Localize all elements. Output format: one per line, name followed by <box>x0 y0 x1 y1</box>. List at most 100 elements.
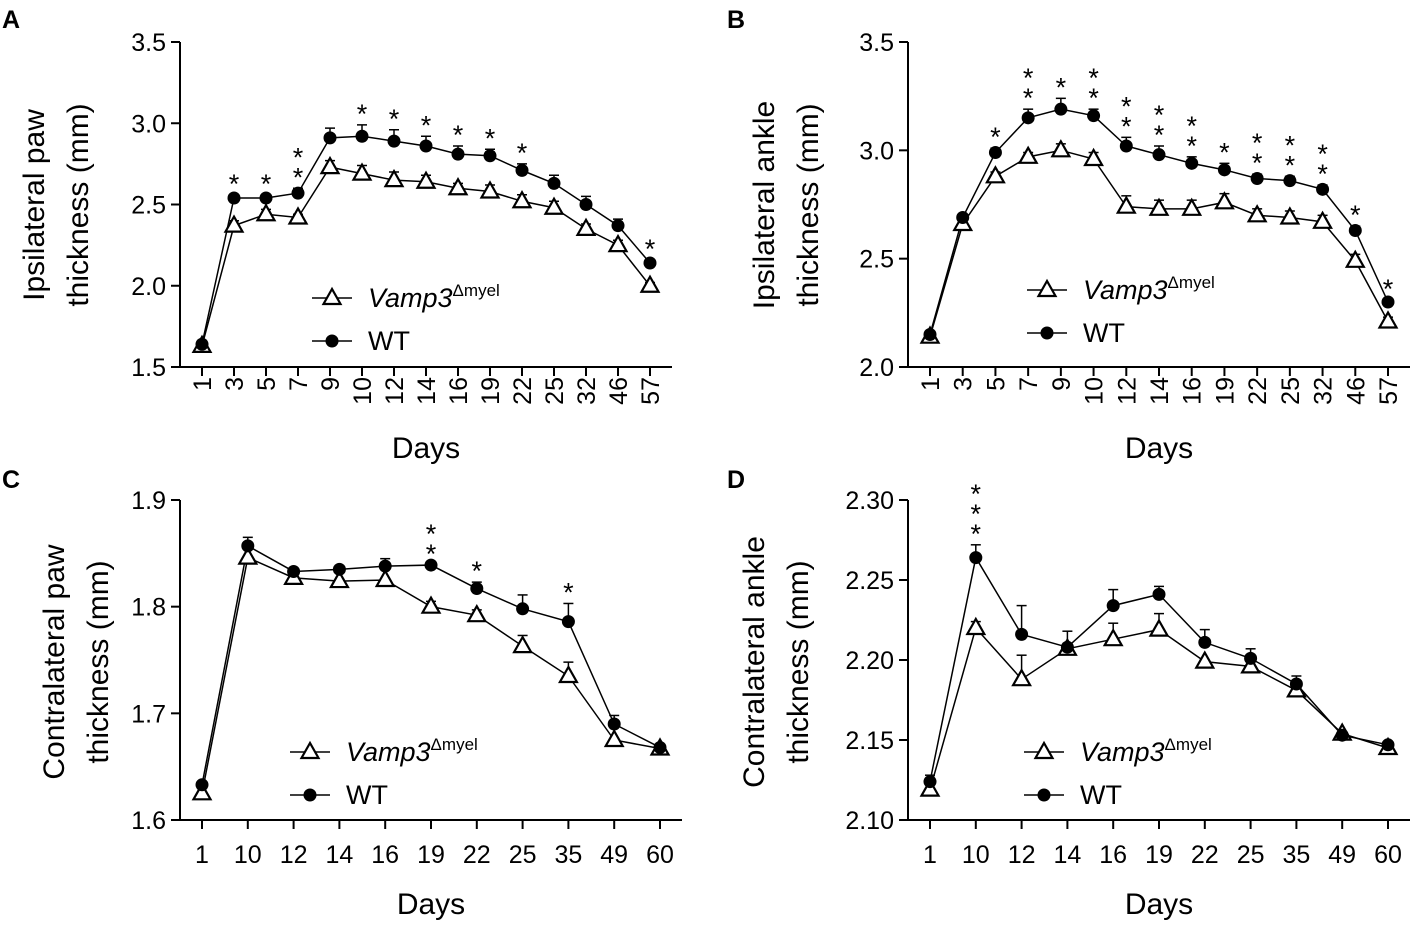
data-point <box>1250 172 1264 185</box>
data-point <box>579 198 593 211</box>
x-axis-label: Days <box>1125 432 1193 465</box>
data-point <box>287 564 301 578</box>
data-point <box>483 149 497 163</box>
significance-star: * <box>357 99 368 129</box>
y-tick-label: 1.7 <box>131 700 166 728</box>
significance-star: * <box>1154 100 1165 130</box>
data-point <box>1083 147 1104 167</box>
significance-star: * <box>1317 139 1328 169</box>
significance-star: * <box>426 519 437 549</box>
x-tick-label: 1 <box>195 841 209 869</box>
data-point <box>387 134 401 148</box>
x-tick-label: 22 <box>1244 377 1272 405</box>
data-point <box>227 191 241 205</box>
panel-d: D 2.10 2.15 2.20 2.25 2.30 1 10 12 14 16 19 22 25 35 49… <box>727 466 1410 921</box>
data-point <box>332 562 346 576</box>
markers-wt <box>195 539 667 792</box>
significance-star: * <box>1350 200 1361 230</box>
markers-wt <box>923 102 1395 341</box>
y-tick-label: 3.0 <box>131 110 166 138</box>
data-point <box>1344 249 1366 268</box>
x-tick-label: 19 <box>1211 377 1239 405</box>
y-tick-label: 1.9 <box>131 487 166 515</box>
x-tick-label: 7 <box>1015 377 1043 391</box>
data-point <box>639 274 661 293</box>
markers-vamp3 <box>191 155 661 353</box>
data-point <box>1152 148 1166 162</box>
data-point <box>516 602 530 616</box>
x-tick-label: 16 <box>371 841 399 869</box>
panel-letter: A <box>2 6 20 34</box>
data-point <box>1312 210 1333 229</box>
markers-vamp3 <box>191 546 671 801</box>
x-tick-label: 1 <box>923 841 937 869</box>
data-point <box>956 211 970 224</box>
x-tick-label: 57 <box>637 377 665 405</box>
data-point <box>969 551 983 565</box>
x-tick-label: 12 <box>381 377 409 405</box>
data-point <box>351 162 373 181</box>
data-point <box>466 603 488 623</box>
significance-star: * <box>1088 83 1099 113</box>
data-point <box>259 191 273 205</box>
data-point <box>378 559 392 573</box>
data-point <box>603 728 625 748</box>
y-tick-label: 2.5 <box>131 192 166 220</box>
x-tick-label: 16 <box>1099 841 1127 869</box>
significance-star: * <box>1186 131 1197 161</box>
legend-marker <box>1037 788 1051 802</box>
series-line <box>201 135 651 345</box>
y-tick-label: 2.0 <box>859 354 894 382</box>
data-point <box>1279 206 1301 225</box>
significance-star: * <box>229 169 240 199</box>
legend-marker <box>1036 278 1058 298</box>
significance-star: * <box>1285 150 1296 180</box>
y-tick-label: 3.5 <box>859 29 894 57</box>
data-point <box>1198 635 1212 649</box>
significance-star: * <box>1317 159 1328 189</box>
x-tick-label: 35 <box>1282 841 1310 869</box>
y-axis-label: thickness (mm) <box>782 560 815 763</box>
markers-wt <box>923 551 1395 789</box>
y-tick-label: 2.10 <box>845 807 894 835</box>
x-tick-label: 10 <box>349 377 377 405</box>
y-tick-label: 2.0 <box>131 273 166 301</box>
data-point <box>1102 627 1124 647</box>
legend: Vamp3Δmyel WT <box>1027 273 1215 348</box>
x-tick-label: 32 <box>1310 377 1338 405</box>
x-tick-label: 60 <box>646 841 674 869</box>
data-point <box>287 206 309 225</box>
significance-star: * <box>421 110 432 140</box>
legend-marker <box>1040 326 1054 340</box>
y-axis-label: Contralateral paw <box>38 544 71 779</box>
x-tick-label: 22 <box>1191 841 1219 869</box>
x-tick-label: 49 <box>1328 841 1356 869</box>
data-point <box>223 214 245 233</box>
data-point <box>420 595 442 614</box>
data-point <box>419 139 433 153</box>
data-point <box>1054 102 1068 116</box>
data-point <box>923 328 937 341</box>
data-point <box>195 778 209 792</box>
x-tick-label: 46 <box>1342 377 1370 405</box>
data-point <box>1119 139 1133 153</box>
x-tick-label: 10 <box>234 841 262 869</box>
data-point <box>561 615 575 629</box>
significance-star: * <box>1383 274 1394 304</box>
data-point <box>1335 728 1349 742</box>
data-point <box>1194 650 1216 669</box>
legend: Vamp3Δmyel WT <box>1024 735 1212 810</box>
legend: Vamp3Δmyel WT <box>290 735 478 810</box>
significance-star: * <box>1121 111 1132 141</box>
y-tick-label: 2.25 <box>845 567 894 595</box>
data-point <box>988 146 1002 159</box>
data-point <box>1246 204 1268 223</box>
significance-star: * <box>1088 63 1099 93</box>
data-point <box>1316 182 1330 196</box>
x-tick-label: 10 <box>962 841 990 869</box>
panel-letter: D <box>727 466 745 494</box>
data-point <box>1289 677 1303 691</box>
legend-label: WT <box>1083 318 1125 348</box>
data-point <box>643 256 657 270</box>
data-point <box>1011 667 1032 687</box>
